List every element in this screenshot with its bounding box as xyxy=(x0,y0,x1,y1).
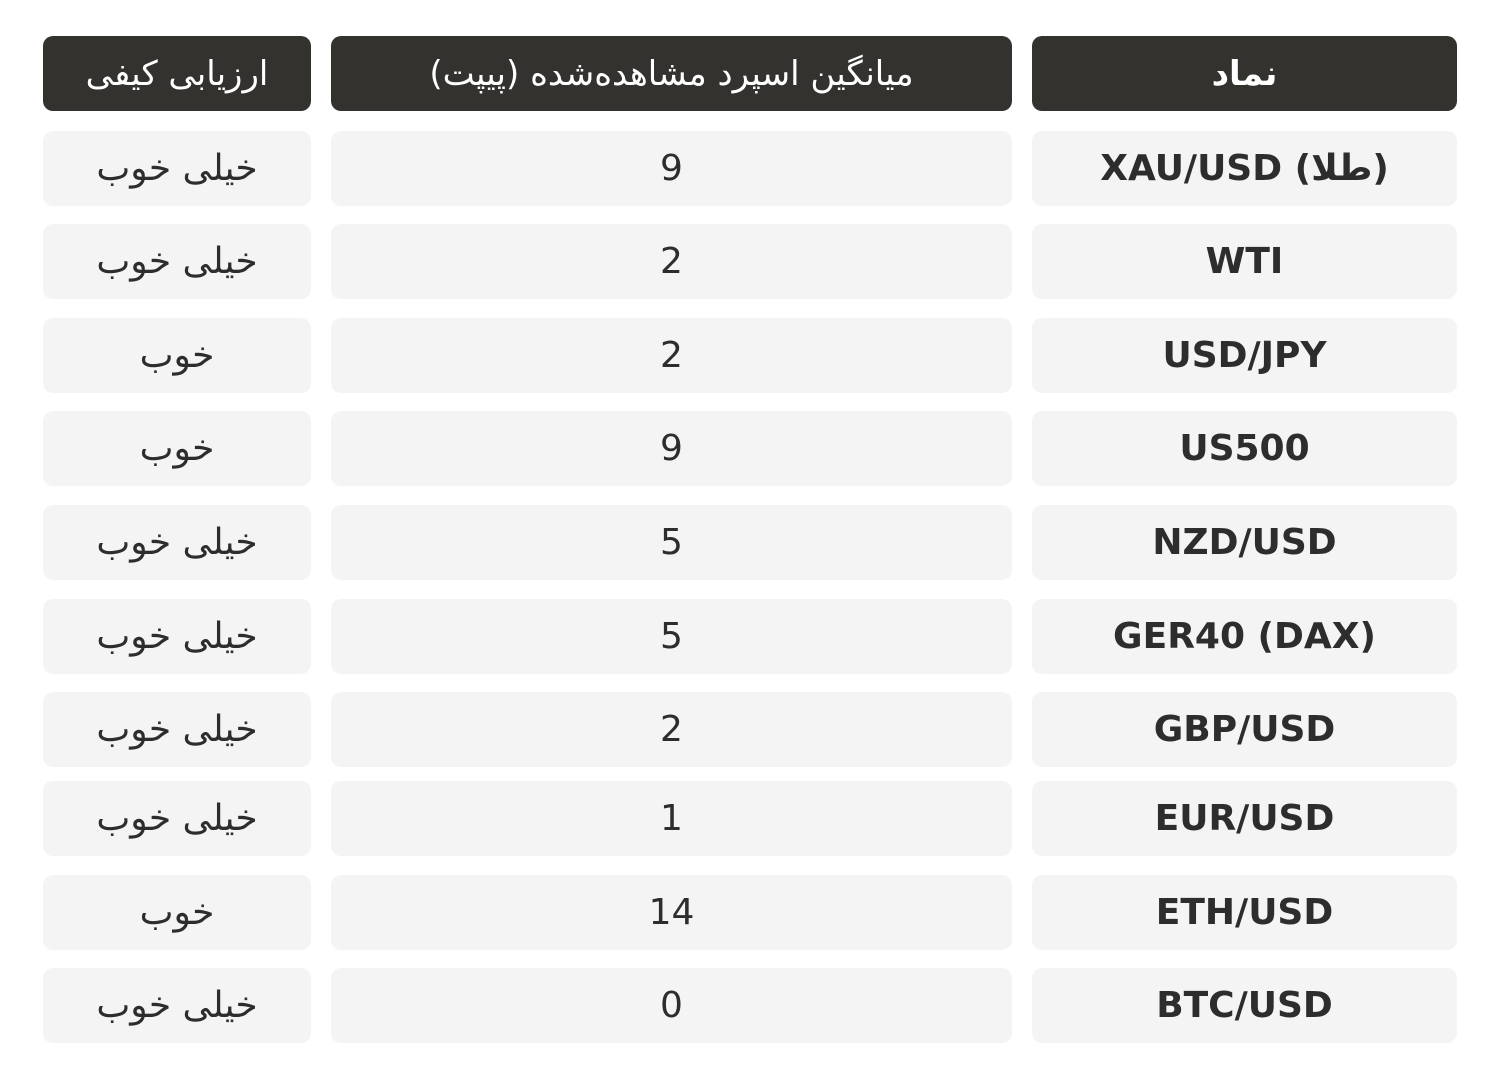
table-row: خیلی خوب 2 GBP/USD xyxy=(43,692,1457,767)
cell-quality: خوب xyxy=(43,411,311,486)
cell-spread-text: 5 xyxy=(660,616,683,657)
cell-spread-text: 1 xyxy=(660,798,683,839)
cell-quality-text: خیلی خوب xyxy=(96,522,258,563)
table-row: خیلی خوب 2 WTI xyxy=(43,224,1457,299)
cell-quality-text: خیلی خوب xyxy=(96,148,258,189)
header-symbol-label: نماد xyxy=(1211,53,1278,94)
cell-spread: 2 xyxy=(331,224,1012,299)
cell-spread-text: 9 xyxy=(660,148,683,189)
cell-symbol: US500 xyxy=(1032,411,1457,486)
cell-symbol: NZD/USD xyxy=(1032,505,1457,580)
cell-spread-text: 14 xyxy=(648,892,695,933)
header-spread-label: میانگین اسپرد مشاهده‌شده (پیپت) xyxy=(429,53,914,94)
cell-quality-text: خوب xyxy=(139,428,215,469)
cell-symbol-text: XAU/USD (طلا) xyxy=(1100,148,1389,189)
cell-spread-text: 2 xyxy=(660,241,683,282)
table-row: خیلی خوب 9 XAU/USD (طلا) xyxy=(43,131,1457,206)
cell-symbol: ETH/USD xyxy=(1032,875,1457,950)
header-quality: ارزیابی کیفی xyxy=(43,36,311,111)
cell-symbol: USD/JPY xyxy=(1032,318,1457,393)
cell-spread-text: 0 xyxy=(660,985,683,1026)
table-header: ارزیابی کیفی میانگین اسپرد مشاهده‌شده (پ… xyxy=(43,36,1457,111)
cell-quality: خیلی خوب xyxy=(43,131,311,206)
cell-spread: 9 xyxy=(331,131,1012,206)
cell-symbol-text: BTC/USD xyxy=(1156,985,1333,1026)
cell-quality-text: خیلی خوب xyxy=(96,616,258,657)
cell-quality-text: خیلی خوب xyxy=(96,709,258,750)
table-row: خوب 14 ETH/USD xyxy=(43,875,1457,950)
table-row: خیلی خوب 1 EUR/USD xyxy=(43,781,1457,856)
cell-spread: 2 xyxy=(331,318,1012,393)
cell-quality-text: خوب xyxy=(139,335,215,376)
cell-spread: 0 xyxy=(331,968,1012,1043)
cell-spread: 5 xyxy=(331,599,1012,674)
table-row: خیلی خوب 5 GER40 (DAX) xyxy=(43,599,1457,674)
cell-spread-text: 2 xyxy=(660,709,683,750)
cell-symbol: WTI xyxy=(1032,224,1457,299)
cell-spread: 9 xyxy=(331,411,1012,486)
cell-quality: خوب xyxy=(43,875,311,950)
cell-symbol-text: NZD/USD xyxy=(1152,522,1337,563)
cell-spread: 1 xyxy=(331,781,1012,856)
cell-symbol-text: ETH/USD xyxy=(1155,892,1334,933)
cell-quality-text: خوب xyxy=(139,892,215,933)
cell-quality: خیلی خوب xyxy=(43,599,311,674)
cell-symbol-text: GBP/USD xyxy=(1153,709,1336,750)
cell-quality-text: خیلی خوب xyxy=(96,798,258,839)
table-row: خیلی خوب 5 NZD/USD xyxy=(43,505,1457,580)
cell-symbol: EUR/USD xyxy=(1032,781,1457,856)
cell-spread-text: 2 xyxy=(660,335,683,376)
cell-spread: 2 xyxy=(331,692,1012,767)
cell-symbol: XAU/USD (طلا) xyxy=(1032,131,1457,206)
cell-spread-text: 9 xyxy=(660,428,683,469)
cell-symbol-text: WTI xyxy=(1205,241,1284,282)
cell-quality: خیلی خوب xyxy=(43,781,311,856)
table-row: خوب 9 US500 xyxy=(43,411,1457,486)
cell-quality: خیلی خوب xyxy=(43,968,311,1043)
table-row: خوب 2 USD/JPY xyxy=(43,318,1457,393)
cell-spread: 5 xyxy=(331,505,1012,580)
cell-quality-text: خیلی خوب xyxy=(96,241,258,282)
cell-spread-text: 5 xyxy=(660,522,683,563)
cell-quality: خیلی خوب xyxy=(43,692,311,767)
table-row: خیلی خوب 0 BTC/USD xyxy=(43,968,1457,1043)
cell-symbol-text: EUR/USD xyxy=(1154,798,1335,839)
cell-symbol-text: US500 xyxy=(1179,428,1310,469)
cell-quality-text: خیلی خوب xyxy=(96,985,258,1026)
header-spread: میانگین اسپرد مشاهده‌شده (پیپت) xyxy=(331,36,1012,111)
cell-symbol: GBP/USD xyxy=(1032,692,1457,767)
cell-quality: خوب xyxy=(43,318,311,393)
cell-spread: 14 xyxy=(331,875,1012,950)
header-symbol: نماد xyxy=(1032,36,1457,111)
cell-symbol: BTC/USD xyxy=(1032,968,1457,1043)
cell-symbol: GER40 (DAX) xyxy=(1032,599,1457,674)
cell-quality: خیلی خوب xyxy=(43,224,311,299)
cell-symbol-text: GER40 (DAX) xyxy=(1113,616,1376,657)
cell-symbol-text: USD/JPY xyxy=(1162,335,1327,376)
header-quality-label: ارزیابی کیفی xyxy=(85,53,269,94)
cell-quality: خیلی خوب xyxy=(43,505,311,580)
